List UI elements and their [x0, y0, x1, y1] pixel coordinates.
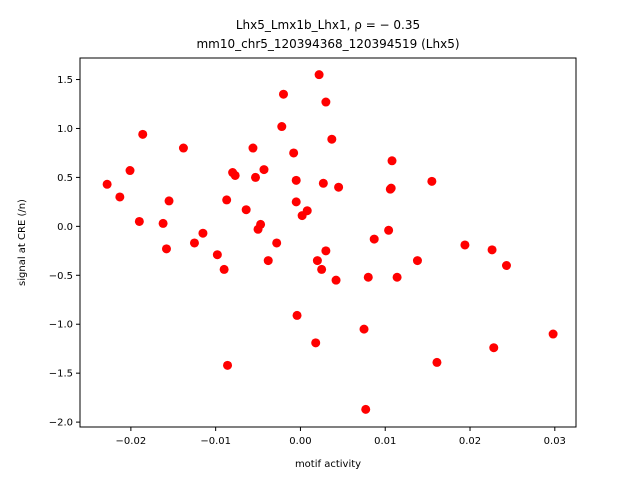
data-point [460, 240, 470, 250]
x-tick-label: 0.00 [289, 436, 311, 447]
data-point [387, 156, 397, 166]
y-tick-label: −0.5 [49, 271, 73, 282]
x-tick-label: 0.03 [544, 436, 566, 447]
data-point [198, 228, 208, 238]
data-point [363, 272, 373, 282]
x-tick-label: −0.02 [116, 436, 147, 447]
data-point [251, 172, 261, 182]
data-point [158, 218, 168, 228]
data-points [102, 70, 558, 414]
data-point [272, 238, 282, 248]
data-point [161, 244, 171, 254]
data-point [259, 165, 269, 175]
x-axis-ticks: −0.02 −0.01 0.00 0.01 0.02 0.03 [116, 427, 566, 447]
plot-frame [79, 57, 577, 428]
data-point [359, 324, 369, 334]
data-point [361, 404, 371, 414]
chart-title-line2: mm10_chr5_120394368_120394519 (Lhx5) [196, 37, 459, 51]
data-point [291, 175, 301, 185]
chart-title-line1: Lhx5_Lmx1b_Lhx1, ρ = − 0.35 [236, 18, 420, 32]
data-point [321, 246, 331, 256]
data-point [489, 343, 499, 353]
data-point [318, 178, 328, 188]
data-point [222, 195, 232, 205]
y-axis-ticks: −2.0 −1.5 −1.0 −0.5 0.0 0.5 1.0 1.5 [49, 75, 80, 429]
data-point [223, 360, 233, 370]
data-point [291, 197, 301, 207]
data-point [327, 134, 337, 144]
data-point [317, 264, 327, 274]
data-point [302, 206, 312, 216]
data-point [321, 97, 331, 107]
x-tick-label: 0.01 [374, 436, 396, 447]
data-point [115, 192, 125, 202]
y-tick-label: −1.0 [49, 320, 73, 331]
data-point [138, 129, 148, 139]
y-axis-label: signal at CRE (/n) [17, 199, 28, 286]
data-point [292, 310, 302, 320]
data-point [189, 238, 199, 248]
data-point [125, 166, 135, 176]
x-axis-label: motif activity [295, 459, 361, 470]
data-point [312, 256, 322, 266]
data-point [432, 357, 442, 367]
data-point [501, 261, 511, 270]
data-point [311, 338, 321, 348]
data-point [289, 148, 299, 158]
y-tick-label: 0.0 [57, 222, 73, 233]
data-point [334, 182, 344, 192]
data-point [392, 272, 402, 282]
y-tick-label: 1.5 [57, 75, 73, 86]
data-point [548, 329, 558, 339]
x-tick-label: −0.01 [200, 436, 231, 447]
data-point [134, 216, 144, 226]
y-tick-label: −1.5 [49, 369, 73, 380]
data-point [331, 275, 341, 285]
data-point [427, 176, 437, 186]
y-tick-label: 0.5 [57, 173, 73, 184]
y-tick-label: −2.0 [49, 418, 73, 429]
data-point [369, 234, 379, 244]
data-point [219, 264, 229, 274]
data-point [263, 256, 273, 266]
data-point [384, 225, 394, 235]
data-point [230, 170, 240, 180]
data-point [386, 183, 396, 193]
data-point [248, 143, 258, 153]
x-tick-label: 0.02 [459, 436, 481, 447]
data-point [178, 143, 188, 153]
data-point [241, 205, 251, 215]
data-point [277, 122, 287, 132]
data-point [278, 89, 288, 99]
data-point [412, 256, 422, 266]
data-point [314, 70, 324, 80]
data-point [164, 196, 174, 206]
y-tick-label: 1.0 [57, 124, 73, 135]
data-point [256, 219, 266, 229]
data-point [102, 179, 112, 189]
data-point [212, 250, 222, 260]
data-point [487, 245, 497, 255]
